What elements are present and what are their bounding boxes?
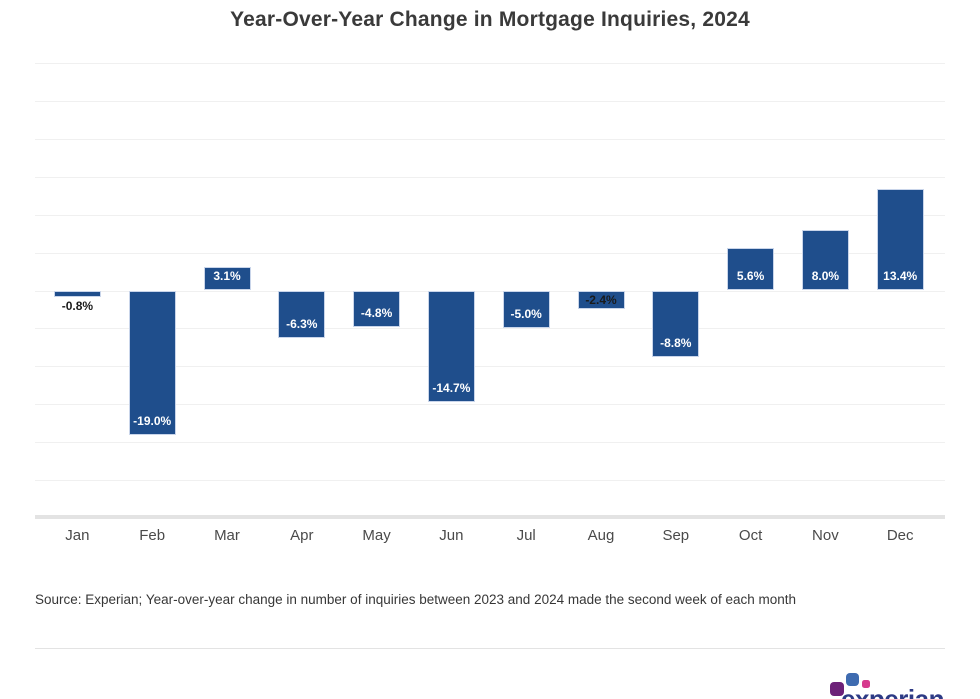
bar-jun: -14.7%	[427, 290, 475, 402]
x-axis-label-oct: Oct	[738, 527, 763, 544]
bar-feb: -19.0%	[128, 290, 176, 435]
x-axis-label-apr: Apr	[290, 527, 314, 544]
bar-sep: -8.8%	[652, 290, 700, 358]
gridline	[35, 366, 945, 368]
bar-data-label: 13.4%	[883, 269, 918, 284]
gridline	[35, 138, 945, 140]
x-axis-label-feb: Feb	[139, 527, 166, 544]
bar-data-label: -5.0%	[510, 307, 542, 322]
x-axis-label-nov: Nov	[812, 527, 839, 544]
bar-data-label: -6.3%	[286, 317, 318, 332]
x-axis-label-mar: Mar	[214, 527, 240, 544]
gridline	[35, 480, 945, 482]
chart-plot-area: -0.8% -19.0% 3.1% -6.3% -4.8% -14.7% -5.0% -2.4…	[35, 63, 945, 519]
gridline	[35, 100, 945, 102]
logo-text: experian	[841, 684, 944, 699]
bar-data-label: -2.4%	[585, 292, 617, 307]
footer-divider	[35, 648, 945, 649]
bar-data-label: 3.1%	[213, 269, 241, 284]
source-note: Source: Experian; Year-over-year change …	[35, 592, 796, 607]
x-axis-label-jul: Jul	[516, 527, 536, 544]
gridline	[35, 63, 945, 64]
logo-square-pink-icon	[862, 680, 870, 688]
x-axis-label-may: May	[362, 527, 391, 544]
bar-data-label: 8.0%	[811, 269, 840, 284]
bar-jan: -0.8%	[53, 290, 101, 313]
logo-square-purple-icon	[830, 682, 844, 696]
bar-data-label: -19.0%	[133, 413, 172, 428]
bar-mar: 3.1%	[203, 266, 251, 291]
x-axis-label-jan: Jan	[65, 527, 90, 544]
gridline	[35, 252, 945, 254]
bar-oct: 5.6%	[727, 248, 775, 291]
gridline	[35, 442, 945, 444]
gridline	[35, 404, 945, 406]
bar-data-label: -8.8%	[660, 336, 692, 351]
bar-nov: 8.0%	[801, 229, 849, 291]
x-axis-label-aug: Aug	[587, 527, 615, 544]
bar-jul: -5.0%	[502, 290, 550, 329]
bar-dec: 13.4%	[876, 188, 924, 291]
gridline	[35, 290, 945, 292]
gridline	[35, 214, 945, 216]
bar-data-label: -0.8%	[61, 298, 94, 313]
bar-may: -4.8%	[353, 290, 401, 327]
experian-logo: experian	[828, 668, 953, 699]
bar-data-label: -4.8%	[360, 305, 393, 320]
bar-data-label: 5.6%	[736, 269, 765, 284]
x-axis-label-jun: Jun	[439, 527, 464, 544]
bar-data-label: -14.7%	[432, 380, 471, 395]
logo-square-blue-icon	[846, 673, 859, 686]
x-axis-line	[35, 515, 945, 519]
x-axis-label-sep: Sep	[662, 527, 690, 544]
bar-apr: -6.3%	[278, 290, 326, 339]
x-axis-label-dec: Dec	[886, 527, 914, 544]
bar-aug: -2.4%	[577, 290, 625, 309]
gridline	[35, 328, 945, 330]
gridline	[35, 176, 945, 178]
chart-title: Year-Over-Year Change in Mortgage Inquir…	[230, 8, 750, 31]
